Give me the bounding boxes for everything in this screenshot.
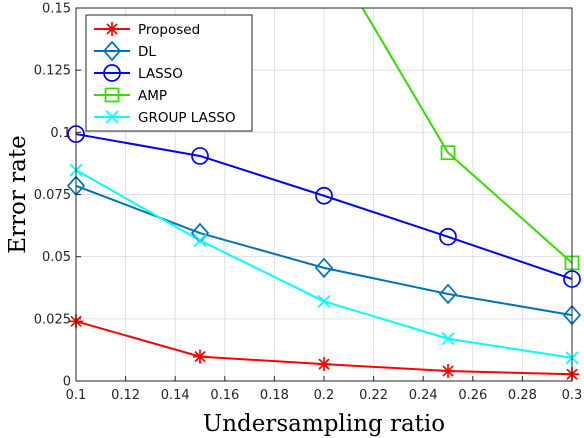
x-tick-label: 0.2 (314, 388, 335, 403)
x-tick-label: 0.16 (210, 388, 239, 403)
y-tick-label: 0 (63, 375, 71, 390)
data-point-lasso (439, 227, 457, 246)
data-point-dl (438, 283, 458, 305)
x-tick-label: 0.22 (359, 388, 388, 403)
data-point-proposed (317, 357, 331, 372)
legend-label-lasso: LASSO (138, 66, 183, 82)
x-tick-label: 0.3 (562, 388, 583, 403)
axes-box (75, 7, 573, 382)
y-axis-label: Error rate (5, 135, 31, 254)
legend-label-amp: AMP (138, 88, 167, 104)
y-tick-label: 0.1 (50, 126, 71, 141)
legend-label-proposed: Proposed (138, 22, 200, 38)
data-point-amp (440, 145, 456, 161)
data-point-lasso (191, 147, 209, 165)
data-point-proposed (441, 364, 455, 379)
data-point-group-lasso (317, 294, 331, 309)
x-tick-label: 0.28 (508, 388, 537, 403)
y-tick-label: 0.075 (34, 188, 71, 203)
data-point-lasso (315, 186, 333, 205)
series-line-lasso (75, 133, 573, 280)
data-point-group-lasso (193, 233, 207, 248)
legend-marker-group-lasso (105, 110, 119, 124)
x-tick-label: 0.18 (260, 388, 289, 403)
x-tick-label: 0.14 (161, 388, 190, 403)
legend-marker-amp (104, 87, 120, 103)
series-line-amp (361, 7, 573, 264)
legend-marker-proposed (105, 22, 119, 36)
legend: Proposed DL LASSO AMP GROUP LASSO (85, 14, 253, 132)
y-tick-label: 0.15 (42, 2, 71, 17)
legend-label-group-lasso: GROUP LASSO (138, 110, 236, 126)
y-tick-label: 0.05 (42, 250, 71, 265)
y-tick-labels: 0 0.025 0.05 0.075 0.1 0.125 0.15 (34, 2, 71, 390)
x-tick-label: 0.24 (409, 388, 438, 403)
y-tick-label: 0.025 (34, 312, 71, 327)
x-tick-label: 0.1 (66, 388, 87, 403)
data-point-proposed (193, 349, 207, 364)
legend-marker-lasso (103, 64, 121, 82)
legend-label-dl: DL (138, 44, 156, 60)
x-tick-label: 0.26 (458, 388, 487, 403)
data-point-dl (190, 222, 210, 244)
data-point-dl (314, 257, 334, 279)
x-tick-label: 0.12 (111, 388, 140, 403)
legend-marker-dl (102, 40, 122, 62)
y-tick-label: 0.125 (34, 64, 71, 79)
data-point-group-lasso (441, 332, 455, 346)
x-axis-label: Undersampling ratio (203, 411, 445, 437)
x-tick-labels: 0.1 0.12 0.14 0.16 0.18 0.2 0.22 0.24 0.26 0.28 0.… (66, 388, 583, 403)
